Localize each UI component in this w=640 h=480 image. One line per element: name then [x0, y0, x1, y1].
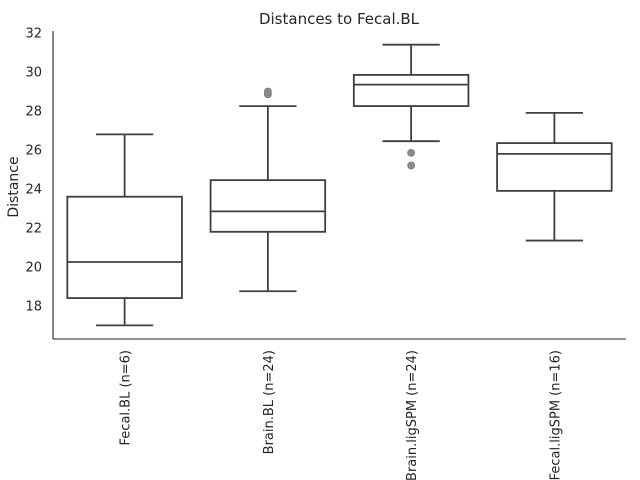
y-tick-label: 22 [25, 221, 42, 236]
plot-area: 18 20 22 24 26 28 30 32 Fecal.BL (n=6) Brain.BL (… [25, 27, 626, 480]
box-iqr [496, 142, 613, 192]
y-tick-label: 32 [25, 27, 42, 42]
chart-title: Distances to Fecal.BL [259, 10, 420, 28]
y-tick-label: 30 [25, 65, 42, 80]
x-tick-label: Fecal.BL (n=6) [119, 350, 134, 445]
y-tick-label: 20 [25, 260, 42, 275]
box-iqr [352, 74, 470, 107]
y-axis-label: Distance [6, 156, 22, 217]
outlier-point [407, 148, 416, 157]
box-iqr [66, 195, 183, 299]
y-tick-label: 18 [25, 299, 42, 314]
y-tick-label: 28 [25, 104, 42, 119]
y-tick-label: 24 [25, 182, 42, 197]
box-iqr [209, 179, 327, 233]
x-tick-label: Brain.ligSPM (n=24) [405, 350, 420, 480]
x-tick-label: Fecal.ligSPM (n=16) [548, 350, 563, 480]
outlier-point [407, 161, 416, 170]
y-tick-label: 26 [25, 143, 42, 158]
outlier-point [263, 87, 272, 96]
x-tick-label: Brain.BL (n=24) [262, 350, 277, 454]
